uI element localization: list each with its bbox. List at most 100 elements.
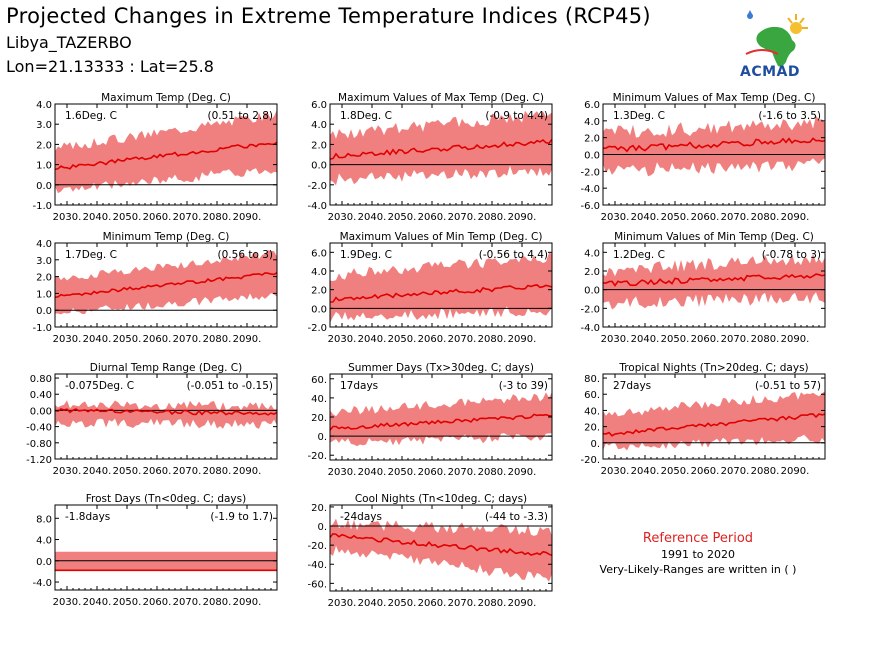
median-line: [329, 138, 553, 160]
x-tick-label: 2050.: [388, 598, 417, 609]
y-tick-label: 0.0: [311, 304, 327, 315]
y-tick-label: 2.0: [36, 140, 52, 151]
x-tick-label: 2060.: [143, 466, 172, 477]
y-tick-label: -1.0: [32, 201, 52, 212]
chart-title: Maximum Values of Min Temp (Deg. C): [340, 231, 543, 243]
y-tick-label: 80.: [584, 374, 600, 385]
y-tick-label: 4.0: [311, 267, 327, 278]
y-tick-label: 0.0: [36, 306, 52, 317]
x-tick-label: 2080.: [203, 597, 232, 608]
plot-frame: [54, 103, 278, 206]
page-title: Projected Changes in Extreme Temperature…: [6, 4, 651, 28]
x-tick-label: 2040.: [358, 467, 387, 478]
y-tick-label: 40.: [584, 406, 600, 417]
x-tick-label: 2090.: [233, 212, 262, 223]
y-tick-label: -20.: [307, 541, 327, 552]
x-tick-label: 2030.: [328, 598, 357, 609]
x-tick-label: 2030.: [53, 597, 82, 608]
chart-title: Minimum Values of Max Temp (Deg. C): [613, 92, 816, 104]
reference-period-title: Reference Period: [642, 531, 754, 546]
y-tick-label: -2.0: [307, 181, 327, 192]
y-tick-label: 20.: [584, 423, 600, 434]
change-value: 1.7Deg. C: [65, 249, 117, 261]
x-tick-label: 2050.: [113, 597, 142, 608]
change-value: 1.3Deg. C: [613, 110, 665, 122]
x-tick-label: 2040.: [358, 212, 387, 223]
change-range: (0.56 to 3): [218, 249, 273, 261]
plot-frame: [602, 242, 826, 328]
plot-frame: [602, 373, 826, 460]
x-tick-label: 2090.: [508, 212, 537, 223]
x-tick-label: 2030.: [53, 466, 82, 477]
x-tick-label: 2090.: [508, 598, 537, 609]
y-tick-label: 3.0: [36, 120, 52, 131]
x-tick-label: 2050.: [113, 466, 142, 477]
x-tick-label: 2080.: [751, 212, 780, 223]
y-tick-label: -1.20: [26, 455, 52, 466]
x-tick-label: 2080.: [203, 212, 232, 223]
x-tick-label: 2080.: [478, 334, 507, 345]
plot-frame: [54, 242, 278, 328]
y-tick-label: 2.0: [311, 140, 327, 151]
x-tick-label: 2080.: [478, 598, 507, 609]
y-tick-label: -4.0: [32, 578, 52, 589]
x-tick-label: 2090.: [233, 597, 262, 608]
change-range: (-0.9 to 4.4): [485, 110, 548, 122]
chart-title: Summer Days (Tx>30deg. C; days): [348, 362, 534, 374]
x-tick-label: 2040.: [358, 598, 387, 609]
y-tick-label: 0.0: [36, 181, 52, 192]
x-tick-label: 2080.: [203, 466, 232, 477]
station-name: Libya_TAZERBO: [6, 33, 132, 52]
y-tick-label: 0.80: [30, 374, 52, 385]
x-tick-label: 2030.: [601, 212, 630, 223]
chart-summer-days: 60. 40. 20. 0. -20.2030. 2040. 2050. 2060. 2070.…: [307, 362, 553, 478]
y-tick-label: 4.0: [36, 239, 52, 250]
x-tick-label: 2050.: [388, 212, 417, 223]
x-tick-label: 2040.: [83, 334, 112, 345]
change-value: -0.075Deg. C: [65, 380, 134, 392]
x-tick-label: 2040.: [358, 334, 387, 345]
y-tick-label: -40.: [307, 560, 327, 571]
y-tick-label: -2.0: [580, 304, 600, 315]
y-tick-label: 0.0: [584, 286, 600, 297]
y-tick-label: 1.0: [36, 161, 52, 172]
chart-title: Minimum Temp (Deg. C): [103, 231, 230, 243]
y-tick-label: -1.0: [32, 323, 52, 334]
chart-cool-nights: 20. 0. -20. -40. -60.2030. 2040. 2050. 2060. 207…: [307, 493, 553, 609]
x-tick-label: 2090.: [508, 467, 537, 478]
x-tick-label: 2040.: [631, 212, 660, 223]
acmad-logo-text: ACMAD: [740, 64, 800, 80]
range-band: [603, 391, 825, 451]
median-line: [602, 413, 826, 437]
x-tick-label: 2070.: [448, 212, 477, 223]
y-tick-label: 4.0: [36, 536, 52, 547]
y-tick-label: -4.0: [580, 323, 600, 334]
station-coordinates: Lon=21.13333 : Lat=25.8: [6, 57, 214, 76]
range-band: [55, 400, 277, 429]
y-tick-label: 0.: [317, 432, 327, 443]
reference-period-note: Very-Likely-Ranges are written in ( ): [599, 563, 797, 576]
x-tick-label: 2080.: [751, 334, 780, 345]
y-tick-label: 4.0: [311, 120, 327, 131]
range-band: [55, 250, 277, 315]
y-tick-label: 2.0: [36, 273, 52, 284]
median-line: [329, 284, 553, 303]
y-tick-label: 20.: [311, 413, 327, 424]
y-tick-label: 0.00: [30, 406, 52, 417]
x-tick-label: 2080.: [203, 334, 232, 345]
y-tick-label: 0.40: [30, 390, 52, 401]
y-tick-label: -20.: [580, 455, 600, 466]
x-tick-label: 2030.: [328, 212, 357, 223]
change-value: -1.8days: [65, 511, 110, 523]
median-line: [602, 137, 826, 153]
change-range: (-0.51 to 57): [755, 380, 821, 392]
change-value: 1.6Deg. C: [65, 110, 117, 122]
plot-frame: [54, 373, 278, 460]
chart-title: Cool Nights (Tn<10deg. C; days): [355, 493, 527, 505]
x-tick-label: 2070.: [448, 334, 477, 345]
x-tick-label: 2030.: [53, 212, 82, 223]
x-tick-label: 2070.: [721, 212, 750, 223]
x-tick-label: 2070.: [173, 212, 202, 223]
